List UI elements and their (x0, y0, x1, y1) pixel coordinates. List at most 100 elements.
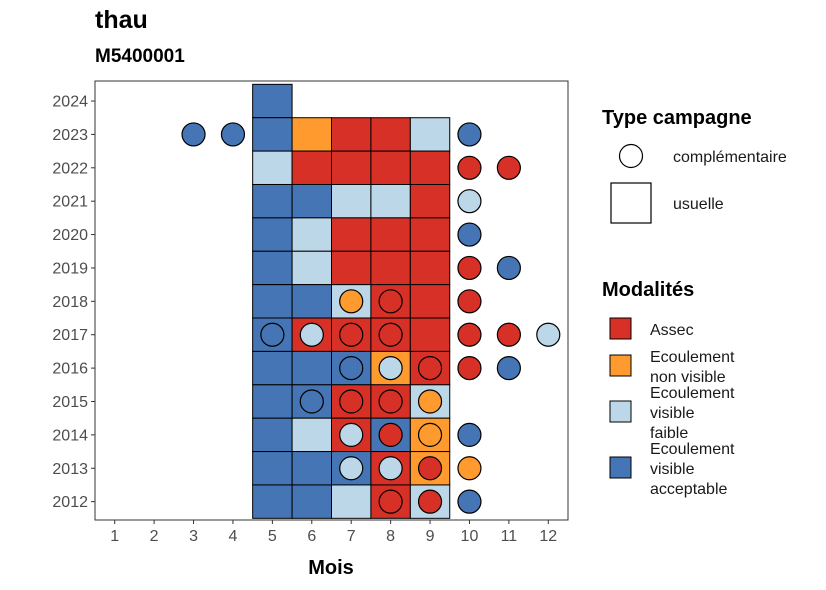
dot-2012-9 (417, 489, 443, 514)
cell-2021-9 (409, 183, 451, 219)
cell-2012-7 (331, 484, 372, 519)
x-tick-label: 4 (229, 528, 238, 545)
cell-2023-7 (331, 117, 372, 152)
y-tick-label: 2024 (52, 94, 88, 111)
y-tick-label: 2022 (52, 160, 88, 177)
x-tick-label: 12 (539, 528, 557, 545)
legend-label-ecoulement-non-visible: Ecoulement non visible (650, 349, 735, 386)
dot-2022-11 (496, 155, 521, 180)
cell-2022-8 (370, 150, 411, 185)
legend-label-ecoulement-visible-acceptable: Ecoulement visible acceptable (650, 441, 735, 498)
dot-2023-4 (220, 122, 246, 147)
cell-2022-6 (291, 150, 333, 185)
x-axis: 1 2 3 4 5 6 7 8 9 10 11 12 (110, 520, 557, 545)
cell-2021-7 (331, 183, 372, 219)
cell-2020-8 (370, 217, 411, 252)
dot-2014-10 (457, 422, 482, 447)
dot-2021-10 (457, 189, 482, 214)
dot-2020-10 (457, 222, 482, 247)
y-tick-label: 2023 (52, 127, 88, 144)
dot-2015-7 (339, 389, 364, 414)
dot-2015-9 (417, 389, 443, 414)
cell-2021-8 (370, 183, 411, 219)
y-tick-label: 2021 (52, 194, 88, 211)
y-tick-label: 2012 (52, 494, 88, 511)
x-tick-label: 6 (307, 528, 316, 545)
dot-2016-7 (339, 356, 364, 381)
legend-label-assec: Assec (650, 322, 694, 339)
legend-key-usuelle (610, 182, 652, 224)
chart-title: thau (95, 6, 148, 34)
cell-2019-5 (252, 250, 293, 286)
legend-title-modalites: Modalités (602, 279, 694, 301)
dot-2017-10 (457, 322, 482, 347)
dot-2017-11 (496, 322, 521, 347)
cell-2014-6 (291, 417, 333, 453)
dot-2018-10 (457, 289, 482, 314)
y-tick-label: 2014 (52, 427, 88, 444)
y-tick-label: 2020 (52, 227, 88, 244)
x-tick-label: 8 (386, 528, 395, 545)
legend-label-complementaire: complémentaire (673, 149, 787, 166)
x-tick-label: 3 (189, 528, 198, 545)
dot-2017-7 (339, 322, 364, 347)
cell-2019-9 (409, 250, 451, 286)
x-tick-label: 1 (110, 528, 119, 545)
y-tick-label: 2015 (52, 394, 88, 411)
cell-2022-9 (409, 150, 451, 185)
dot-2022-10 (457, 155, 482, 180)
dot-2016-11 (496, 356, 521, 381)
x-tick-label: 11 (501, 528, 518, 545)
dot-2023-10 (457, 122, 482, 147)
dot-2023-3 (181, 122, 206, 147)
dot-2014-7 (339, 422, 364, 447)
cell-2014-5 (252, 417, 293, 453)
cell-2021-5 (252, 183, 293, 219)
dot-2017-6 (299, 322, 324, 347)
dot-2015-6 (299, 389, 324, 414)
cell-2018-5 (252, 284, 293, 319)
cell-2018-6 (291, 284, 333, 319)
cell-2020-5 (252, 217, 293, 252)
x-tick-label: 10 (461, 528, 479, 545)
dot-2013-8 (378, 456, 403, 481)
cell-2021-6 (291, 183, 333, 219)
plot-panel-border (94, 80, 569, 521)
dot-2014-9 (417, 422, 443, 447)
dot-2012-8 (378, 489, 403, 514)
dot-2012-10 (457, 489, 482, 514)
chart-subtitle: M5400001 (95, 46, 185, 67)
dot-2013-7 (339, 456, 364, 481)
cell-2023-6 (291, 117, 333, 152)
cell-2022-7 (331, 150, 372, 185)
complementaire-dots (181, 122, 561, 514)
cell-2012-6 (291, 484, 333, 519)
legend: Type campagne complémentaire usuelle Modali… (602, 107, 787, 498)
cell-2013-5 (252, 451, 293, 486)
x-tick-label: 2 (150, 528, 159, 545)
dot-2019-11 (496, 255, 521, 281)
cell-2018-9 (409, 284, 451, 319)
x-tick-label: 7 (347, 528, 356, 545)
legend-key-complementaire (618, 143, 644, 169)
dot-2013-9 (417, 456, 443, 481)
cell-2022-5 (252, 150, 293, 185)
cell-2015-5 (252, 384, 293, 419)
x-tick-label: 5 (268, 528, 277, 545)
dot-2014-8 (378, 422, 403, 447)
dot-2016-9 (417, 356, 443, 381)
legend-swatch-ecoulement-non-visible (609, 354, 632, 377)
cell-2023-9 (409, 117, 451, 152)
cell-2020-6 (291, 217, 333, 252)
cell-2013-6 (291, 451, 333, 486)
cell-2020-9 (409, 217, 451, 252)
cell-2016-6 (291, 350, 333, 386)
dot-2019-10 (457, 255, 482, 281)
y-tick-label: 2019 (52, 260, 88, 277)
legend-swatch-ecoulement-visible-faible (609, 400, 632, 423)
dot-2018-8 (378, 289, 403, 314)
cell-2019-7 (331, 250, 372, 286)
dot-2016-10 (457, 356, 482, 381)
legend-swatch-assec (609, 317, 632, 340)
